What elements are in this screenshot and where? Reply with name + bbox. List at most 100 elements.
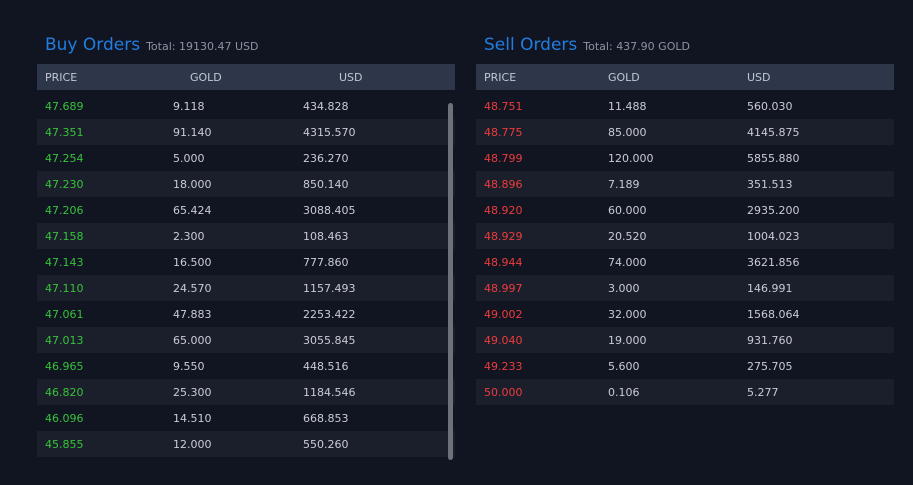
sell-col-gold[interactable]: GOLD <box>608 70 640 84</box>
sell-order-row[interactable]: 49.233 5.600 275.705 <box>476 353 894 379</box>
sell-order-row[interactable]: 48.775 85.000 4145.875 <box>476 119 894 145</box>
buy-order-gold: 9.118 <box>173 99 205 113</box>
buy-order-price: 46.096 <box>45 411 84 425</box>
buy-orders-title: Buy Orders <box>45 35 141 55</box>
sell-order-price: 48.896 <box>484 177 523 191</box>
sell-order-usd: 3621.856 <box>747 255 800 269</box>
sell-order-price: 49.002 <box>484 307 523 321</box>
buy-order-row[interactable]: 47.143 16.500 777.860 <box>37 249 455 275</box>
sell-order-usd: 5.277 <box>747 385 779 399</box>
sell-order-row[interactable]: 48.944 74.000 3621.856 <box>476 249 894 275</box>
buy-order-price: 47.351 <box>45 125 84 139</box>
sell-order-price: 49.040 <box>484 333 523 347</box>
buy-order-gold: 24.570 <box>173 281 212 295</box>
buy-order-row[interactable]: 47.689 9.118 434.828 <box>37 93 455 119</box>
buy-order-price: 47.143 <box>45 255 84 269</box>
buy-order-gold: 16.500 <box>173 255 212 269</box>
sell-col-usd[interactable]: USD <box>747 70 771 84</box>
sell-order-usd: 2935.200 <box>747 203 800 217</box>
buy-order-price: 47.158 <box>45 229 84 243</box>
sell-total-label: Total: <box>583 40 613 53</box>
sell-order-usd: 275.705 <box>747 359 793 373</box>
sell-total-value: 437.90 GOLD <box>616 40 690 53</box>
buy-order-usd: 236.270 <box>303 151 349 165</box>
sell-order-usd: 1568.064 <box>747 307 800 321</box>
buy-col-price[interactable]: PRICE <box>45 70 78 84</box>
buy-order-row[interactable]: 47.351 91.140 4315.570 <box>37 119 455 145</box>
buy-order-price: 46.965 <box>45 359 84 373</box>
sell-order-row[interactable]: 48.799 120.000 5855.880 <box>476 145 894 171</box>
sell-order-row[interactable]: 49.040 19.000 931.760 <box>476 327 894 353</box>
buy-order-gold: 12.000 <box>173 437 212 451</box>
sell-order-row[interactable]: 48.920 60.000 2935.200 <box>476 197 894 223</box>
sell-order-row[interactable]: 48.896 7.189 351.513 <box>476 171 894 197</box>
buy-order-gold: 2.300 <box>173 229 205 243</box>
buy-orders-list: 47.689 9.118 434.828 47.351 91.140 4315.570 47… <box>37 93 455 457</box>
sell-order-price: 48.775 <box>484 125 523 139</box>
sell-order-row[interactable]: 48.997 3.000 146.991 <box>476 275 894 301</box>
buy-order-row[interactable]: 47.254 5.000 236.270 <box>37 145 455 171</box>
sell-order-gold: 3.000 <box>608 281 640 295</box>
buy-order-usd: 777.860 <box>303 255 349 269</box>
sell-order-gold: 7.189 <box>608 177 640 191</box>
buy-order-price: 47.061 <box>45 307 84 321</box>
sell-order-gold: 0.106 <box>608 385 640 399</box>
buy-col-usd[interactable]: USD <box>339 70 363 84</box>
buy-order-gold: 91.140 <box>173 125 212 139</box>
buy-orders-scrollbar[interactable] <box>448 103 453 460</box>
buy-order-usd: 4315.570 <box>303 125 356 139</box>
buy-order-usd: 448.516 <box>303 359 349 373</box>
buy-order-usd: 550.260 <box>303 437 349 451</box>
buy-order-price: 47.689 <box>45 99 84 113</box>
sell-order-price: 48.944 <box>484 255 523 269</box>
sell-order-row[interactable]: 48.929 20.520 1004.023 <box>476 223 894 249</box>
buy-order-row[interactable]: 47.061 47.883 2253.422 <box>37 301 455 327</box>
buy-order-row[interactable]: 47.206 65.424 3088.405 <box>37 197 455 223</box>
buy-order-row[interactable]: 47.230 18.000 850.140 <box>37 171 455 197</box>
buy-order-row[interactable]: 46.965 9.550 448.516 <box>37 353 455 379</box>
buy-order-row[interactable]: 45.855 12.000 550.260 <box>37 431 455 457</box>
buy-col-gold[interactable]: GOLD <box>190 70 222 84</box>
sell-orders-total: Total: 437.90 GOLD <box>583 40 690 53</box>
buy-order-row[interactable]: 46.820 25.300 1184.546 <box>37 379 455 405</box>
sell-orders-list: 48.751 11.488 560.030 48.775 85.000 4145.875 4… <box>476 93 894 405</box>
sell-order-usd: 1004.023 <box>747 229 800 243</box>
sell-orders-header: Sell Orders Total: 437.90 GOLD <box>476 30 894 64</box>
buy-order-row[interactable]: 47.110 24.570 1157.493 <box>37 275 455 301</box>
buy-order-usd: 668.853 <box>303 411 349 425</box>
sell-order-gold: 5.600 <box>608 359 640 373</box>
buy-order-price: 47.110 <box>45 281 84 295</box>
buy-order-gold: 25.300 <box>173 385 212 399</box>
sell-order-price: 50.000 <box>484 385 523 399</box>
sell-order-row[interactable]: 48.751 11.488 560.030 <box>476 93 894 119</box>
sell-orders-panel: Sell Orders Total: 437.90 GOLD PRICE GOL… <box>476 30 894 405</box>
buy-order-usd: 1157.493 <box>303 281 356 295</box>
buy-order-gold: 14.510 <box>173 411 212 425</box>
buy-orders-header: Buy Orders Total: 19130.47 USD <box>37 30 455 64</box>
sell-order-gold: 20.520 <box>608 229 647 243</box>
buy-order-row[interactable]: 46.096 14.510 668.853 <box>37 405 455 431</box>
sell-order-price: 48.997 <box>484 281 523 295</box>
sell-order-price: 49.233 <box>484 359 523 373</box>
sell-col-price[interactable]: PRICE <box>484 70 517 84</box>
buy-order-price: 47.206 <box>45 203 84 217</box>
buy-column-header: PRICE GOLD USD <box>37 64 455 90</box>
buy-orders-panel: Buy Orders Total: 19130.47 USD PRICE GOL… <box>37 30 455 457</box>
buy-order-usd: 434.828 <box>303 99 349 113</box>
sell-order-row[interactable]: 49.002 32.000 1568.064 <box>476 301 894 327</box>
buy-order-usd: 108.463 <box>303 229 349 243</box>
sell-order-usd: 351.513 <box>747 177 793 191</box>
buy-order-usd: 3055.845 <box>303 333 356 347</box>
sell-column-header: PRICE GOLD USD <box>476 64 894 90</box>
buy-order-usd: 1184.546 <box>303 385 356 399</box>
sell-order-price: 48.751 <box>484 99 523 113</box>
sell-order-gold: 60.000 <box>608 203 647 217</box>
sell-order-row[interactable]: 50.000 0.106 5.277 <box>476 379 894 405</box>
buy-order-gold: 18.000 <box>173 177 212 191</box>
buy-order-row[interactable]: 47.158 2.300 108.463 <box>37 223 455 249</box>
buy-order-gold: 65.000 <box>173 333 212 347</box>
buy-order-row[interactable]: 47.013 65.000 3055.845 <box>37 327 455 353</box>
sell-order-gold: 19.000 <box>608 333 647 347</box>
sell-order-price: 48.929 <box>484 229 523 243</box>
sell-order-gold: 32.000 <box>608 307 647 321</box>
